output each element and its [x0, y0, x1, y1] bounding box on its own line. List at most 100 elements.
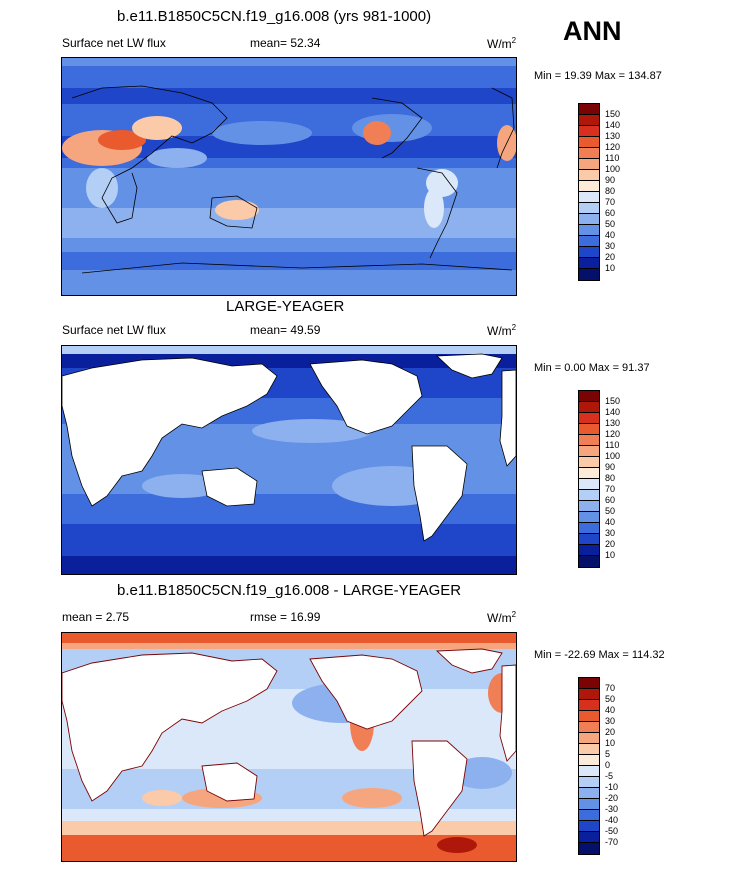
colorbar-tick-label: 120 — [605, 142, 621, 152]
panel-3-colorbar-box — [579, 689, 599, 700]
panel-2-mean: mean= 49.59 — [250, 323, 321, 337]
colorbar-tick-label: 50 — [605, 506, 616, 516]
colorbar-tick-label: 50 — [605, 219, 616, 229]
colorbar-tick-label: -40 — [605, 815, 619, 825]
panel-1-colorbar-box — [579, 258, 599, 269]
panel-2-colorbar-box — [579, 468, 599, 479]
panel-1-colorbar-box — [579, 269, 599, 280]
panel-1-mean: mean= 52.34 — [250, 36, 321, 50]
panel-2-colorbar-box — [579, 501, 599, 512]
colorbar-tick-label: 40 — [605, 230, 616, 240]
colorbar-tick-label: 40 — [605, 705, 616, 715]
panel-1-map-field — [62, 58, 516, 295]
panel-2-colorbar-box — [579, 435, 599, 446]
panel-3-colorbar-box — [579, 777, 599, 788]
colorbar-tick-label: 90 — [605, 175, 616, 185]
panel-1-colorbar-box — [579, 181, 599, 192]
colorbar-tick-label: 150 — [605, 109, 621, 119]
colorbar-tick-label: 40 — [605, 517, 616, 527]
colorbar-tick-label: 5 — [605, 749, 611, 759]
season-label: ANN — [563, 16, 622, 46]
colorbar-tick-label: 110 — [605, 153, 620, 163]
panel-1-units: W/m2 — [487, 36, 517, 51]
panel-3-rmse: rmse = 16.99 — [250, 610, 321, 624]
colorbar-tick-label: 80 — [605, 186, 616, 196]
panel-2-title: LARGE-YEAGER — [226, 298, 345, 315]
panel-3-minmax: Min = -22.69 Max = 114.32 — [534, 649, 665, 661]
colorbar-tick-label: 120 — [605, 429, 621, 439]
colorbar-tick-label: 20 — [605, 252, 616, 262]
panel-2-colorbar-box — [579, 446, 599, 457]
panel-2-colorbar-box — [579, 402, 599, 413]
colorbar-tick-label: 20 — [605, 539, 616, 549]
panel-1-left-label: Surface net LW flux — [62, 36, 166, 50]
panel-2-map-field — [62, 346, 516, 574]
panel-2-colorbar-box — [579, 413, 599, 424]
panel-1-colorbar-box — [579, 104, 599, 115]
panel-3-map — [61, 632, 517, 862]
colorbar-tick-label: 110 — [605, 440, 620, 450]
panel-1-colorbar-box — [579, 247, 599, 258]
panel-1-colorbar-box — [579, 148, 599, 159]
colorbar-tick-label: 100 — [605, 451, 621, 461]
panel-2-map — [61, 345, 517, 575]
panel-1-minmax: Min = 19.39 Max = 134.87 — [534, 70, 662, 82]
panel-3-colorbar-box — [579, 788, 599, 799]
panel-2-colorbar-box — [579, 534, 599, 545]
colorbar-tick-label: 70 — [605, 484, 616, 494]
colorbar-tick-label: 50 — [605, 694, 616, 704]
panel-3-colorbar-box — [579, 744, 599, 755]
colorbar-tick-label: -10 — [605, 782, 619, 792]
colorbar-tick-label: 150 — [605, 396, 621, 406]
panel-1-colorbar-box — [579, 170, 599, 181]
colorbar-tick-label: 30 — [605, 528, 616, 538]
colorbar-tick-label: 20 — [605, 727, 616, 737]
colorbar-tick-label: 130 — [605, 131, 621, 141]
panel-1-title: b.e11.B1850C5CN.f19_g16.008 (yrs 981-100… — [117, 8, 432, 25]
colorbar-tick-label: 10 — [605, 263, 616, 273]
panel-3-colorbar-box — [579, 832, 599, 843]
panel-1-colorbar-box — [579, 137, 599, 148]
panel-2-colorbar-box — [579, 490, 599, 501]
colorbar-tick-label: 80 — [605, 473, 616, 483]
panel-2-colorbar-box — [579, 556, 599, 567]
colorbar-tick-label: -30 — [605, 804, 619, 814]
panel-3-colorbar-box — [579, 821, 599, 832]
panel-3-mean: mean = 2.75 — [62, 610, 130, 624]
panel-3-colorbar-box — [579, 810, 599, 821]
panel-3-colorbar-box — [579, 766, 599, 777]
panel-2-colorbar-box — [579, 479, 599, 490]
panel-1-colorbar-box — [579, 192, 599, 203]
panel-3-colorbar — [578, 677, 600, 855]
colorbar-tick-label: 100 — [605, 164, 621, 174]
colorbar-tick-label: -5 — [605, 771, 614, 781]
panel-3-colorbar-box — [579, 733, 599, 744]
panel-2-units: W/m2 — [487, 323, 517, 338]
colorbar-tick-label: 90 — [605, 462, 616, 472]
panel-3-units: W/m2 — [487, 610, 517, 625]
panel-1-colorbar-box — [579, 159, 599, 170]
panel-1-colorbar-box — [579, 236, 599, 247]
panel-2-colorbar-box — [579, 523, 599, 534]
colorbar-tick-label: 60 — [605, 208, 616, 218]
colorbar-tick-label: 70 — [605, 197, 616, 207]
panel-1-map — [61, 57, 517, 296]
colorbar-tick-label: 130 — [605, 418, 621, 428]
panel-2-colorbar-box — [579, 457, 599, 468]
panel-3-colorbar-box — [579, 799, 599, 810]
colorbar-tick-label: 70 — [605, 683, 616, 693]
panel-3-title: b.e11.B1850C5CN.f19_g16.008 - LARGE-YEAG… — [117, 582, 462, 599]
colorbar-tick-label: 140 — [605, 407, 621, 417]
colorbar-tick-label: 10 — [605, 738, 616, 748]
panel-2-colorbar-box — [579, 545, 599, 556]
colorbar-tick-label: 0 — [605, 760, 611, 770]
panel-3-colorbar-box — [579, 678, 599, 689]
panel-2-left-label: Surface net LW flux — [62, 323, 166, 337]
colorbar-tick-label: -50 — [605, 826, 619, 836]
colorbar-tick-label: 30 — [605, 716, 616, 726]
panel-1-colorbar-box — [579, 203, 599, 214]
panel-3-colorbar-box — [579, 700, 599, 711]
panel-2-colorbar-box — [579, 424, 599, 435]
panel-1-colorbar-box — [579, 225, 599, 236]
panel-3-colorbar-box — [579, 843, 599, 854]
